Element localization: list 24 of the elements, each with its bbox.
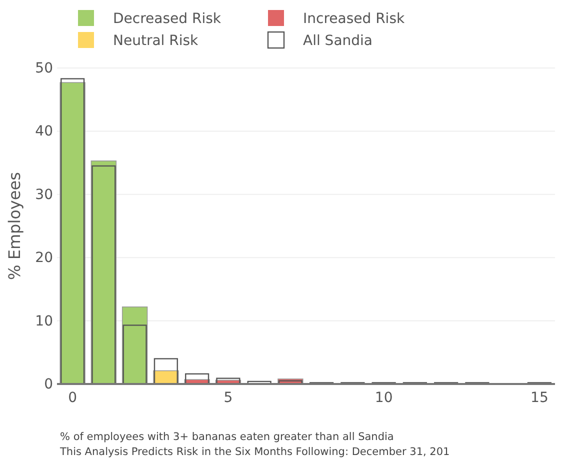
y-axis-title: % Employees <box>5 172 24 280</box>
y-tick-label: 30 <box>35 186 53 203</box>
x-tick-label: 0 <box>68 390 78 406</box>
y-tick-label: 50 <box>35 60 53 76</box>
y-tick-label: 10 <box>35 313 53 330</box>
bar <box>310 382 334 385</box>
legend-label: Decreased Risk <box>113 11 222 27</box>
x-tick-label: 15 <box>530 390 548 406</box>
bar <box>465 382 490 385</box>
y-tick-label: 20 <box>35 250 53 266</box>
legend-label: Neutral Risk <box>113 33 200 49</box>
bar <box>340 382 365 385</box>
bar <box>527 382 552 385</box>
bar <box>434 382 458 385</box>
legend-label: Increased Risk <box>303 11 406 27</box>
y-tick-label: 40 <box>35 124 53 140</box>
text: % of employees with 3+ bananas eaten greater than all Sandia <box>60 431 394 443</box>
bar <box>372 382 396 385</box>
bar <box>402 382 427 385</box>
y-tick-label: 0 <box>44 376 53 392</box>
legend-label: All Sandia <box>303 33 373 49</box>
text: This Analysis Predicts Risk in the Six Months Following: December 31, 201 <box>59 446 450 458</box>
x-tick-label: 10 <box>374 390 393 406</box>
x-tick-label: 5 <box>224 390 233 406</box>
